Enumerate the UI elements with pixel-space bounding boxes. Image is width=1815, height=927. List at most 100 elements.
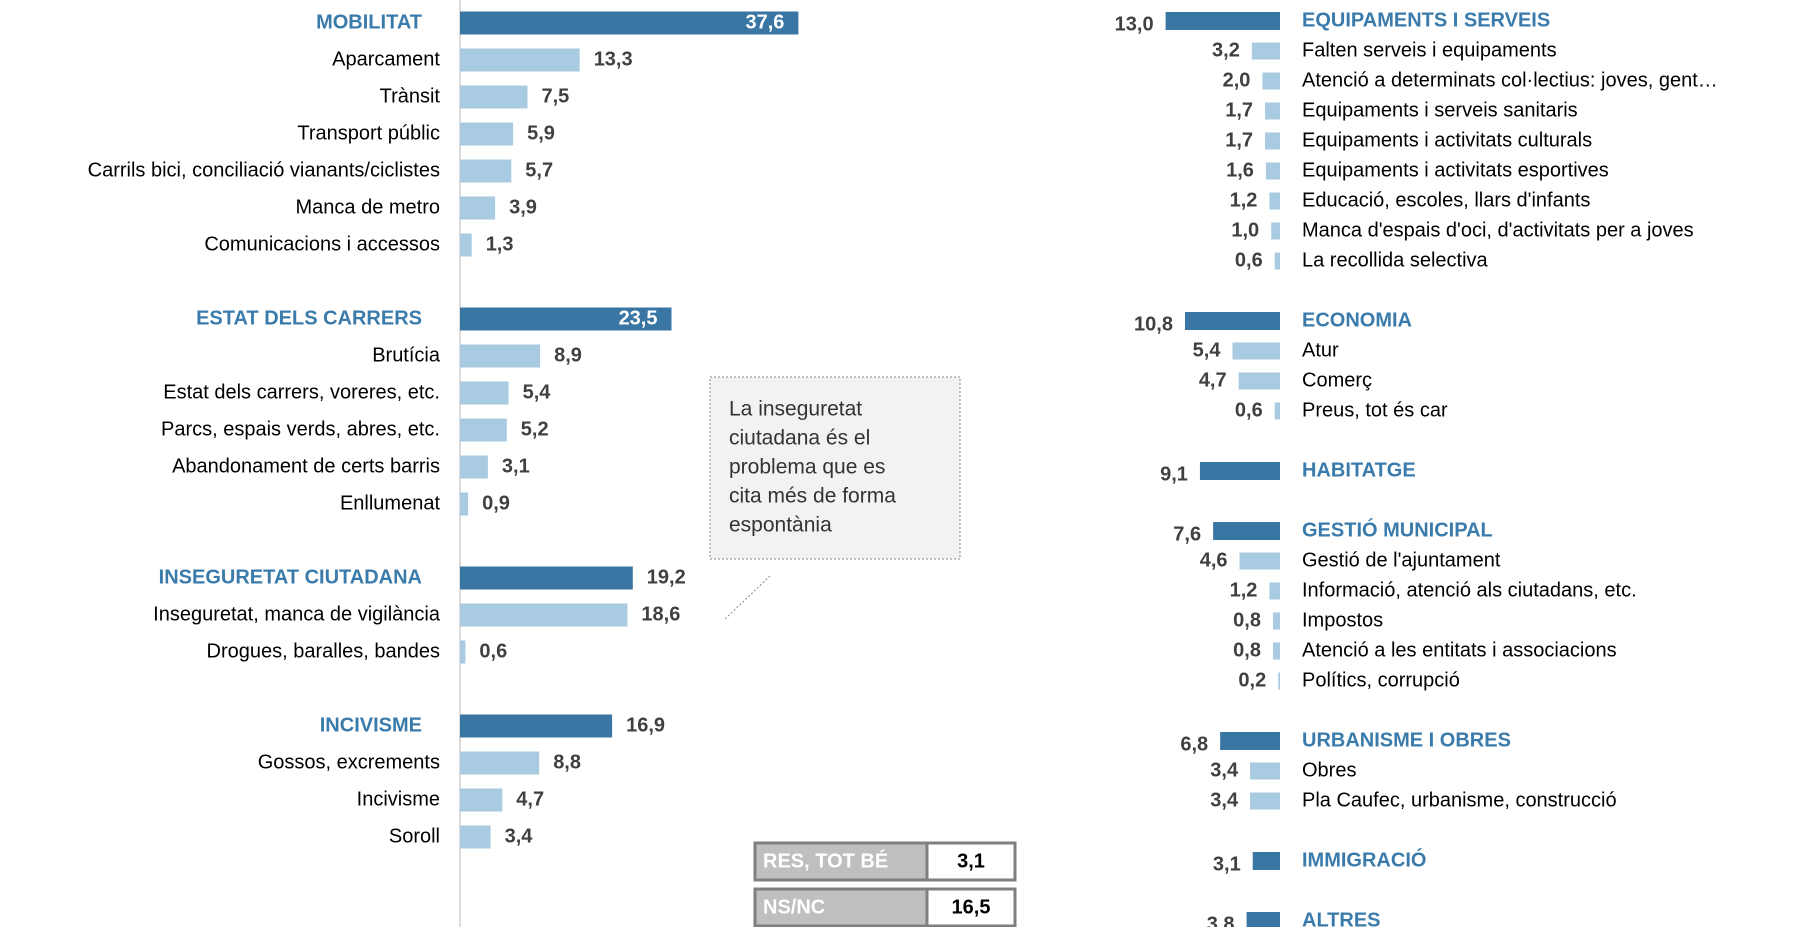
value-label: 4,7 <box>1199 369 1227 391</box>
category-label: Equipaments i activitats culturals <box>1302 129 1592 151</box>
category-label: Atenció a les entitats i associacions <box>1302 639 1617 661</box>
category-label: Transport públic <box>297 122 440 144</box>
category-label: La recollida selectiva <box>1302 249 1489 271</box>
value-label: 5,9 <box>527 122 555 144</box>
bar <box>1250 762 1280 780</box>
bar <box>1251 42 1280 60</box>
group-label: INCIVISME <box>320 714 422 736</box>
bar <box>1239 552 1280 570</box>
value-label: 5,2 <box>521 418 549 440</box>
category-label: Carrils bici, conciliació vianants/cicli… <box>88 159 440 181</box>
bar <box>1213 522 1280 540</box>
value-label: 6,8 <box>1180 733 1208 755</box>
category-label: Preus, tot és car <box>1302 399 1448 421</box>
bar <box>1265 132 1280 150</box>
category-label: Aparcament <box>332 48 440 70</box>
bar <box>460 344 541 368</box>
value-label: 1,7 <box>1225 99 1253 121</box>
bar <box>1271 222 1280 240</box>
note-text: problema que es <box>729 456 885 479</box>
note-text: La inseguretat <box>729 398 862 421</box>
category-label: Falten serveis i equipaments <box>1302 39 1557 61</box>
bar <box>460 603 628 627</box>
bar <box>1246 912 1280 927</box>
value-label: 0,6 <box>1235 399 1263 421</box>
bar <box>460 751 540 775</box>
bar <box>460 307 672 331</box>
bar <box>460 455 488 479</box>
bar <box>1265 102 1280 120</box>
category-label: Trànsit <box>380 85 441 107</box>
note-pointer <box>723 575 771 621</box>
bar <box>460 233 472 257</box>
bar <box>1278 672 1280 690</box>
value-label: 3,4 <box>1210 789 1239 811</box>
bar <box>1184 312 1280 330</box>
box-label: RES, TOT BÉ <box>763 849 888 872</box>
value-label: 0,9 <box>482 492 510 514</box>
value-label: 10,8 <box>1134 313 1173 335</box>
value-label: 0,6 <box>479 640 507 662</box>
group-label: GESTIÓ MUNICIPAL <box>1302 517 1493 541</box>
bar <box>1274 402 1280 420</box>
category-label: Impostos <box>1302 609 1383 631</box>
value-label: 3,9 <box>509 196 537 218</box>
bar <box>1252 852 1280 870</box>
category-label: Gestió de l'ajuntament <box>1302 549 1501 571</box>
value-label: 0,8 <box>1233 609 1261 631</box>
category-label: Equipaments i activitats esportives <box>1302 159 1609 181</box>
category-label: Manca de metro <box>295 196 440 218</box>
value-label: 3,8 <box>1207 913 1235 927</box>
bar <box>460 85 528 109</box>
bar <box>460 196 496 220</box>
group-label: EQUIPAMENTS I SERVEIS <box>1302 9 1550 31</box>
value-label: 2,0 <box>1223 69 1251 91</box>
bar <box>1269 582 1280 600</box>
category-label: Manca d'espais d'oci, d'activitats per a… <box>1302 219 1694 241</box>
value-label: 3,4 <box>505 825 534 847</box>
value-label: 4,6 <box>1200 549 1228 571</box>
box-label-bg <box>753 887 929 927</box>
bar <box>1250 792 1280 810</box>
category-label: Pla Caufec, urbanisme, construcció <box>1302 789 1617 811</box>
value-label: 8,8 <box>553 751 581 773</box>
category-label: Informació, atenció als ciutadans, etc. <box>1302 579 1637 601</box>
category-label: Atenció a determinats col·lectius: joves… <box>1302 69 1718 91</box>
value-label: 0,2 <box>1238 669 1266 691</box>
value-label: 23,5 <box>619 307 658 329</box>
group-label: MOBILITAT <box>316 11 422 33</box>
category-label: Enllumenat <box>340 492 441 514</box>
box-label: NS/NC <box>763 896 825 918</box>
value-label: 13,0 <box>1115 13 1154 35</box>
value-label: 1,3 <box>486 233 514 255</box>
category-label: Soroll <box>389 825 440 847</box>
category-label: Parcs, espais verds, abres, etc. <box>161 418 440 440</box>
value-label: 8,9 <box>554 344 582 366</box>
category-label: Educació, escoles, llars d'infants <box>1302 189 1590 211</box>
bar <box>460 159 512 183</box>
value-label: 1,2 <box>1230 189 1258 211</box>
bar <box>1238 372 1280 390</box>
bar <box>1272 612 1280 630</box>
value-label: 4,7 <box>516 788 544 810</box>
bar <box>1262 72 1280 90</box>
value-label: 5,4 <box>1193 339 1222 361</box>
value-label: 1,0 <box>1231 219 1259 241</box>
value-label: 7,5 <box>542 85 570 107</box>
category-label: Atur <box>1302 339 1339 361</box>
bar <box>1269 192 1280 210</box>
category-label: Polítics, corrupció <box>1302 669 1460 691</box>
group-label: URBANISME I OBRES <box>1302 729 1511 751</box>
bar <box>460 11 799 35</box>
category-label: Equipaments i serveis sanitaris <box>1302 99 1578 121</box>
note-box <box>709 376 961 560</box>
category-label: Inseguretat, manca de vigilància <box>153 603 441 625</box>
value-label: 9,1 <box>1160 463 1188 485</box>
bar <box>1265 162 1280 180</box>
bar <box>460 714 613 738</box>
group-label: ALTRES <box>1302 909 1381 927</box>
box-value: 3,1 <box>957 850 985 872</box>
box-value: 16,5 <box>952 896 991 918</box>
value-label: 0,8 <box>1233 639 1261 661</box>
